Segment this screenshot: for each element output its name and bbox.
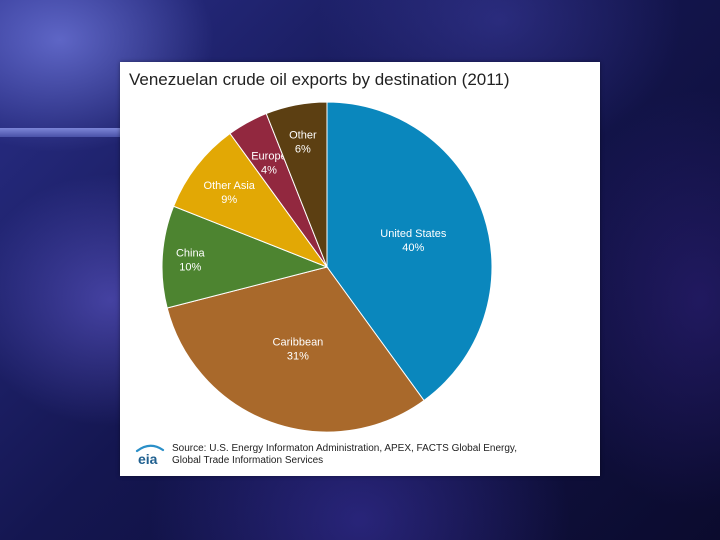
- pie-chart: United States 40% Caribbean 31% China 10% Othe…: [161, 101, 493, 433]
- pie-slice-other-asia: [172, 132, 329, 269]
- slice-label: Europe: [251, 150, 286, 162]
- slice-value-label: 9%: [221, 194, 237, 206]
- slice-label: China: [176, 247, 206, 259]
- pie-slice-caribbean: [166, 266, 425, 433]
- slice-label: Other: [289, 130, 317, 142]
- source-line-1: Source: U.S. Energy Informaton Administr…: [172, 443, 517, 454]
- svg-text:eia: eia: [138, 451, 158, 467]
- slice-value-label: 31%: [287, 351, 309, 363]
- source-line-2: Global Trade Information Services: [172, 455, 324, 466]
- pie-slice-other: [265, 101, 328, 268]
- eia-logo-icon: eia: [135, 444, 165, 467]
- slide-accent-bar: [0, 128, 130, 137]
- pie-slice-china: [161, 205, 329, 309]
- slice-label: Caribbean: [273, 337, 324, 349]
- chart-title: Venezuelan crude oil exports by destinat…: [129, 70, 510, 89]
- slice-value-label: 4%: [261, 164, 277, 176]
- slice-value-label: 40%: [402, 242, 424, 254]
- slice-label: Other Asia: [204, 180, 256, 192]
- pie-slice-united-states: [326, 101, 493, 402]
- source-note: Source: U.S. Energy Informaton Administr…: [172, 443, 582, 467]
- slice-value-label: 10%: [179, 261, 201, 273]
- chart-panel: Venezuelan crude oil exports by destinat…: [120, 62, 600, 476]
- slice-value-label: 6%: [295, 144, 311, 156]
- slice-label: United States: [380, 228, 447, 240]
